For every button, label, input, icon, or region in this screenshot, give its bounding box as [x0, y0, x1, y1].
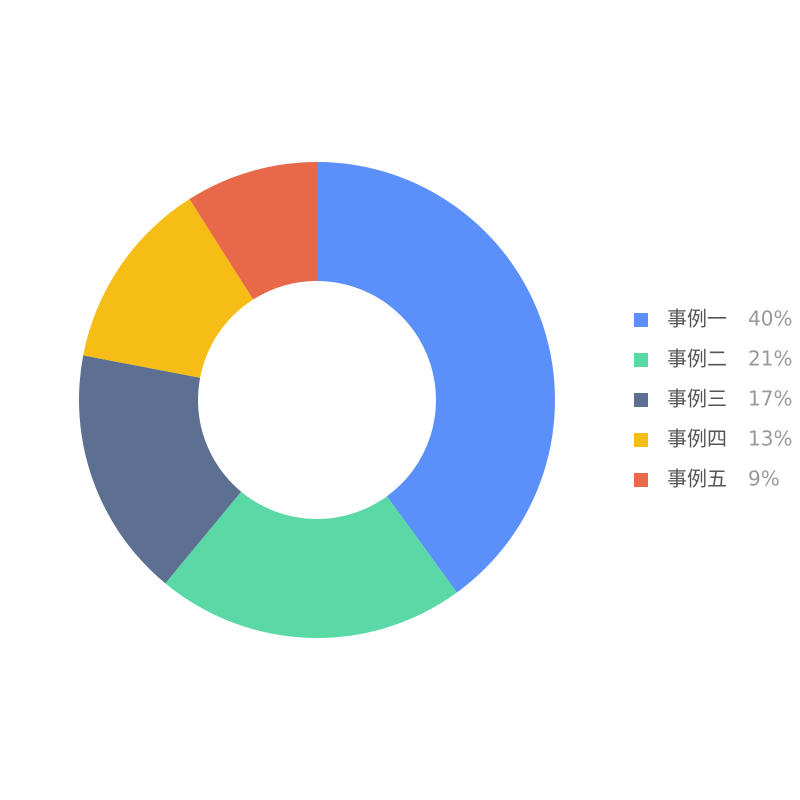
- slice: [165, 491, 457, 638]
- legend-value: 17%: [748, 387, 792, 411]
- legend-label: 事例三: [667, 387, 727, 411]
- legend-value: 40%: [748, 307, 792, 331]
- legend-swatch: [634, 473, 648, 487]
- legend-value: 13%: [748, 427, 792, 451]
- legend-value: 9%: [748, 467, 780, 491]
- slice: [317, 162, 556, 593]
- legend-label: 事例一: [667, 307, 727, 331]
- legend-swatch: [634, 393, 648, 407]
- legend-swatch: [634, 353, 648, 367]
- slice: [83, 199, 254, 378]
- legend-value: 21%: [748, 347, 792, 371]
- legend-swatch: [634, 313, 648, 327]
- legend-label: 事例四: [667, 427, 727, 451]
- legend-swatch: [634, 433, 648, 447]
- slice: [189, 162, 317, 300]
- legend-label: 事例二: [667, 347, 727, 371]
- legend-label: 事例五: [667, 467, 727, 491]
- slice: [79, 355, 242, 584]
